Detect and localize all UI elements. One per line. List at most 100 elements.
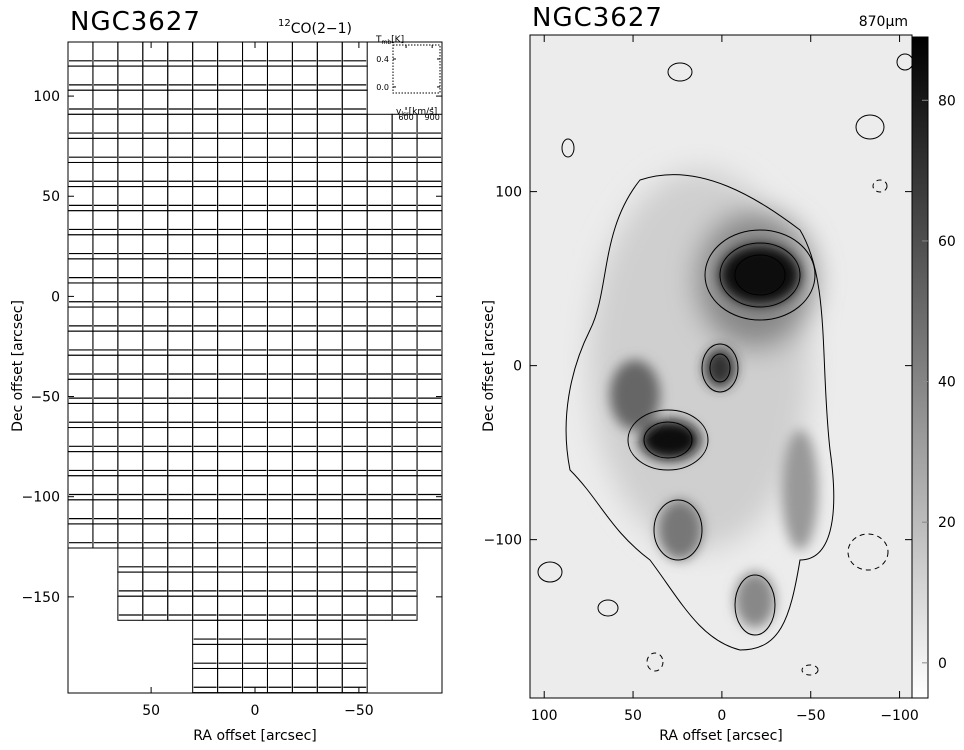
spectrum-cell (167, 547, 194, 573)
spectrum-cell (391, 378, 418, 404)
y-tick-label: 0.4 (376, 55, 389, 64)
spectrum-cell (416, 210, 443, 236)
spectrum-cell (67, 161, 94, 188)
spectrum-cell (316, 161, 343, 188)
spectrum-cell (416, 137, 443, 163)
spectrum-cell (291, 451, 318, 477)
spectrum-cell (142, 258, 169, 284)
spectrum-cell (341, 571, 368, 597)
spectrum-cell (291, 595, 318, 621)
spectrum-cell (142, 161, 169, 188)
spectrum-cell (341, 475, 368, 501)
spectrum-cell (341, 41, 368, 67)
spectrum-cell (217, 451, 244, 477)
spectrum-cell (266, 113, 293, 139)
spectrum-cell (92, 402, 119, 429)
spectrum-cell (142, 282, 169, 308)
spectrum-cell (391, 258, 418, 284)
spectrum-cell (266, 667, 293, 694)
y-tick-label: −100 (22, 490, 60, 506)
spectrum-cell (291, 499, 318, 525)
spectrum-cell (341, 451, 368, 477)
spectrum-cell (67, 65, 94, 91)
spectrum-cell (416, 427, 443, 453)
spectrum-cell (167, 571, 194, 597)
spectrum-cell (117, 258, 144, 284)
spectrum-cell (67, 113, 94, 139)
spectrum-cell (366, 378, 393, 404)
spectrum-cell (366, 306, 393, 332)
spectrum-cell (242, 643, 268, 669)
spectrum-cell (117, 571, 144, 597)
spectrum-cell (167, 330, 194, 356)
spectrum-cell (416, 258, 443, 284)
inset-xlabel: vlsr[km/s] (396, 107, 437, 118)
spectrum-cell (341, 643, 368, 669)
spectrum-cell (117, 161, 144, 188)
spectrum-cell (391, 451, 418, 477)
spectrum-cell (92, 354, 119, 380)
spectrum-cell (391, 234, 418, 260)
spectra-grid (67, 41, 443, 694)
spectrum-cell (217, 595, 244, 621)
frame (67, 41, 443, 694)
spectrum-cell (366, 402, 393, 429)
title: NGC3627 (70, 7, 201, 37)
spectrum-cell (391, 402, 418, 429)
spectrum-cell (117, 306, 144, 332)
spectrum-cell (92, 65, 119, 91)
spectrum-cell (391, 282, 418, 308)
spectrum-cell (242, 113, 268, 139)
spectrum-cell (341, 523, 368, 549)
spectrum-cell (192, 499, 219, 525)
spectrum-cell (192, 667, 219, 694)
spectrum-cell (117, 113, 144, 139)
y-tick-label: 100 (495, 185, 522, 201)
spectrum-cell (341, 234, 368, 260)
spectrum-cell (67, 354, 94, 380)
spectrum-cell (192, 378, 219, 404)
spectrum-cell (316, 643, 343, 669)
line-label: 12CO(2−1) (278, 18, 352, 37)
sub: lsr (401, 111, 409, 118)
spectrum-cell (242, 306, 268, 332)
x-tick-label: 0 (251, 703, 260, 719)
spectrum-cell (142, 547, 169, 573)
band-label: 870μm (859, 14, 908, 30)
spectrum-cell (142, 475, 169, 501)
spectrum-cell (316, 475, 343, 501)
spectrum-cell (142, 65, 169, 91)
spectrum-cell (242, 595, 268, 621)
spectrum-cell (167, 475, 194, 501)
spectrum-cell (167, 451, 194, 477)
spectrum-cell (117, 547, 144, 573)
spectrum-cell (167, 282, 194, 308)
spectrum-cell (192, 258, 219, 284)
spectrum-cell (242, 499, 268, 525)
spectrum-cell (142, 89, 169, 115)
spectrum-cell (217, 523, 244, 549)
spectrum-cell (341, 667, 368, 694)
spectrum-cell (167, 595, 194, 621)
spectrum-cell (92, 89, 119, 115)
spectrum-cell (242, 523, 268, 549)
spectrum-cell (167, 113, 194, 139)
spectrum-cell (341, 619, 368, 645)
spectrum-cell (67, 282, 94, 308)
spectrum-cell (416, 402, 443, 429)
y-tick-label: 0.0 (376, 83, 389, 92)
spectrum-cell (167, 258, 194, 284)
spectrum-cell (217, 667, 244, 694)
spectrum-cell (117, 378, 144, 404)
spectrum-cell (266, 137, 293, 163)
spectrum-cell (266, 306, 293, 332)
spectrum-cell (391, 523, 418, 549)
spectrum-cell (316, 547, 343, 573)
spectrum-cell (291, 571, 318, 597)
spectrum-cell (167, 402, 194, 429)
spectrum-cell (366, 330, 393, 356)
spectrum-cell (217, 330, 244, 356)
spectrum-cell (67, 186, 94, 212)
inset-ylabel: Tmb[K] (375, 35, 404, 46)
spectrum-cell (142, 113, 169, 139)
